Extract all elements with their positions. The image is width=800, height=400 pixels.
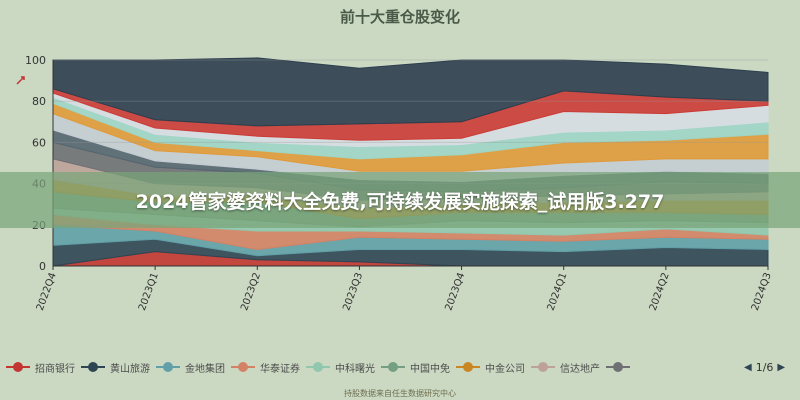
legend-swatch-icon: [531, 360, 555, 374]
y-tick-label: 100: [25, 54, 46, 67]
legend-item[interactable]: 中科曙光: [306, 360, 375, 375]
legend-swatch-icon: [156, 360, 180, 374]
footer-note: 持股数据来自任生数据研究中心: [344, 389, 456, 398]
legend-swatch-icon: [381, 360, 405, 374]
legend-swatch-icon: [306, 360, 330, 374]
area-series-15[interactable]: [52, 57, 769, 127]
legend-item[interactable]: 中金公司: [456, 360, 525, 375]
legend-item[interactable]: 金地集团: [156, 360, 225, 375]
legend-pager: ◀ 1/6 ▶: [740, 358, 789, 376]
x-tick-label: 2023Q1: [137, 271, 161, 312]
legend-label: 黄山旅游: [110, 363, 150, 375]
banner-text: 2024管家婆资料大全免费,可持续发展实施探索_试用版3.277: [135, 191, 665, 213]
y-tick-label: 60: [32, 136, 46, 149]
legend-item[interactable]: 华泰证券: [231, 360, 300, 375]
legend-label: 华泰证券: [260, 363, 300, 375]
overlay-banner: [0, 172, 800, 228]
x-tick-label: 2023Q4: [444, 271, 468, 312]
x-tick-label: 2023Q3: [341, 271, 365, 312]
toolbox-icon[interactable]: [16, 76, 25, 85]
legend-label: 金地集团: [185, 363, 225, 375]
legend-item[interactable]: 信达地产: [531, 360, 600, 375]
legend-item[interactable]: 中国中免: [381, 360, 450, 375]
chart-title: 前十大重仓股变化: [339, 8, 460, 26]
legend-swatch-icon: [231, 360, 255, 374]
next-page-icon[interactable]: ▶: [777, 361, 786, 373]
legend-label: 信达地产: [560, 363, 600, 375]
legend-swatch-icon: [606, 360, 630, 374]
legend-swatch-icon: [81, 360, 105, 374]
y-tick-label: 0: [39, 260, 46, 273]
legend-swatch-icon: [456, 360, 480, 374]
legend-label: 中金公司: [485, 363, 525, 375]
x-tick-label: 2024Q3: [750, 271, 774, 312]
legend-label: 招商银行: [35, 363, 75, 375]
legend-label: 中科曙光: [335, 363, 375, 375]
previous-page-icon[interactable]: ◀: [744, 361, 752, 373]
x-tick-label: 2024Q2: [648, 271, 672, 312]
legend-item[interactable]: 招商银行: [6, 360, 75, 375]
legend-swatch-icon: [6, 360, 30, 374]
chart-legend: 招商银行 黄山旅游 金地集团 华泰证券 中科曙光 中国中免 中金公司 信达地产: [6, 358, 636, 376]
legend-label: 中国中免: [410, 363, 450, 375]
legend-item[interactable]: [606, 360, 630, 374]
x-tick-label: 2023Q2: [239, 271, 263, 312]
x-tick-label: 2024Q1: [546, 271, 570, 312]
legend-item[interactable]: 黄山旅游: [81, 360, 150, 375]
y-tick-label: 80: [32, 95, 46, 108]
x-tick-label: 2022Q4: [35, 271, 59, 312]
legend-page-indicator: 1/6: [755, 360, 774, 374]
